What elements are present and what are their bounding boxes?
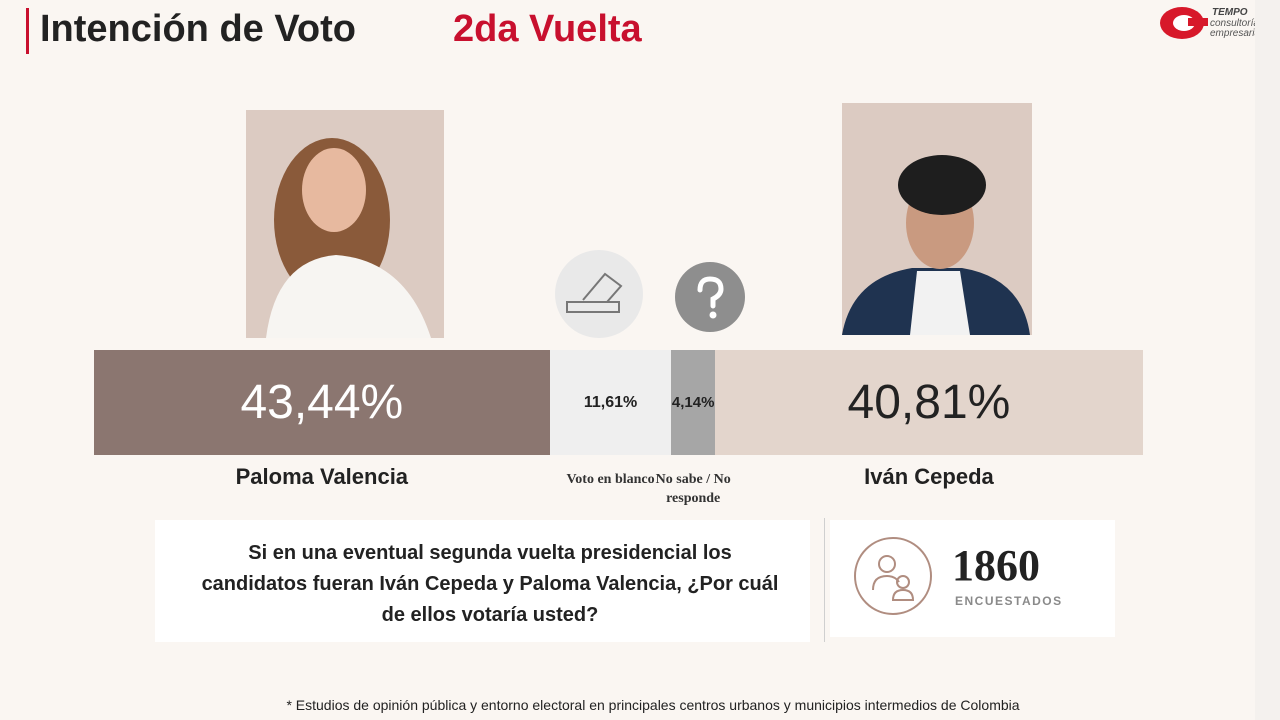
respondents-label: ENCUESTADOS (955, 594, 1063, 608)
bar-segment: 11,61% (549, 350, 672, 455)
category-label: Voto en blanco (566, 472, 655, 487)
question-box (155, 520, 810, 642)
value-label: 43,44% (240, 376, 404, 429)
logo-tagline: consultoría empresarial (1210, 18, 1263, 39)
category-label: No sabe / No responde (655, 472, 731, 506)
divider (824, 518, 825, 642)
respondents: 1860 (952, 541, 1040, 590)
category-label: Paloma Valencia (235, 464, 409, 489)
bar-segment: 43,44% (94, 350, 550, 455)
blank-vote-icon (555, 250, 643, 338)
title: Intención de Voto (40, 8, 356, 50)
photo-left (246, 110, 444, 338)
photo-right (842, 103, 1032, 335)
logo-name: TEMPO (1212, 7, 1248, 18)
bar-segment: 40,81% (714, 350, 1143, 455)
footnote: * Estudios de opinión pública y entorno … (286, 697, 1020, 713)
title-accent (26, 8, 29, 54)
subtitle: 2da Vuelta (453, 8, 642, 50)
logo-icon (1160, 7, 1208, 39)
bar-segment: 4,14% (671, 350, 715, 455)
unknown-icon (675, 262, 745, 332)
value-label: 11,61% (583, 393, 638, 411)
category-label: Iván Cepeda (864, 464, 994, 489)
value-label: 40,81% (847, 376, 1011, 429)
value-label: 4,14% (671, 394, 715, 411)
edge (1255, 0, 1280, 720)
question: Si en una eventual segunda vuelta presid… (201, 542, 779, 626)
people-icon (854, 537, 932, 615)
